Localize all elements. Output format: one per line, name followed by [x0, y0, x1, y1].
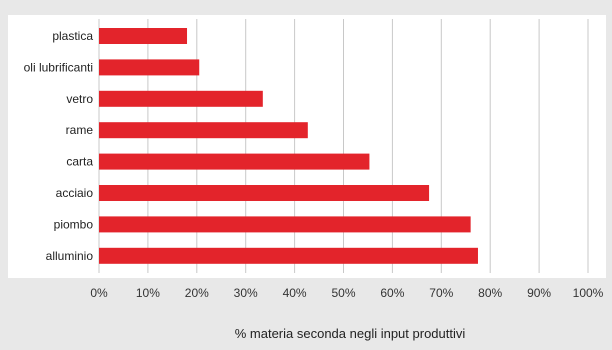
category-label: carta: [66, 155, 93, 169]
x-tick-label: 10%: [136, 286, 160, 300]
bar: [99, 247, 478, 264]
category-label: piombo: [54, 217, 94, 231]
category-label: oli lubrificanti: [24, 60, 93, 74]
x-tick-labels: 0% 10% 20% 30% 40% 50% 60% 70% 80% 90% 100%: [90, 286, 603, 300]
x-tick-label: 90%: [527, 286, 551, 300]
bar: [99, 185, 430, 201]
x-tick-label: 100%: [573, 286, 604, 300]
bar: [99, 28, 188, 44]
x-axis-title: % materia seconda negli input produttivi: [235, 326, 466, 341]
x-tick-label: 70%: [429, 286, 453, 300]
category-label: acciaio: [56, 186, 94, 200]
category-labels: plastica oli lubrificanti vetro rame carta ac…: [24, 29, 94, 263]
category-label: plastica: [52, 29, 93, 43]
bar: [99, 122, 308, 139]
category-label: rame: [66, 123, 94, 137]
x-tick-label: 30%: [234, 286, 258, 300]
x-tick-label: 0%: [90, 286, 108, 300]
bars: [99, 28, 478, 264]
bar: [99, 90, 263, 107]
x-tick-label: 40%: [283, 286, 307, 300]
category-label: alluminio: [46, 249, 94, 263]
x-tick-label: 20%: [185, 286, 209, 300]
bar: [99, 59, 200, 76]
bar: [99, 216, 471, 233]
category-label: vetro: [66, 92, 93, 106]
x-tick-label: 60%: [380, 286, 404, 300]
bar: [99, 153, 370, 170]
x-tick-label: 80%: [478, 286, 502, 300]
plot-panel: [8, 15, 606, 278]
x-tick-label: 50%: [331, 286, 355, 300]
